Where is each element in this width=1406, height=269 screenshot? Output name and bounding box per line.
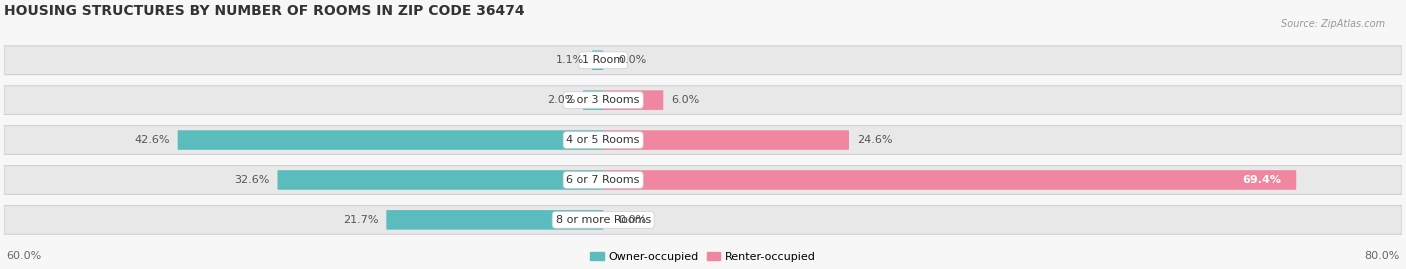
- Text: 6 or 7 Rooms: 6 or 7 Rooms: [567, 175, 640, 185]
- Text: 6.0%: 6.0%: [671, 95, 699, 105]
- Text: HOUSING STRUCTURES BY NUMBER OF ROOMS IN ZIP CODE 36474: HOUSING STRUCTURES BY NUMBER OF ROOMS IN…: [4, 4, 524, 18]
- FancyBboxPatch shape: [603, 170, 1296, 190]
- Text: 4 or 5 Rooms: 4 or 5 Rooms: [567, 135, 640, 145]
- FancyBboxPatch shape: [592, 50, 603, 70]
- FancyBboxPatch shape: [4, 126, 1402, 154]
- Text: 60.0%: 60.0%: [6, 251, 41, 261]
- Text: 0.0%: 0.0%: [619, 55, 647, 65]
- FancyBboxPatch shape: [4, 46, 1402, 75]
- FancyBboxPatch shape: [583, 90, 603, 110]
- Text: 2 or 3 Rooms: 2 or 3 Rooms: [567, 95, 640, 105]
- FancyBboxPatch shape: [603, 130, 849, 150]
- Text: 8 or more Rooms: 8 or more Rooms: [555, 215, 651, 225]
- Text: 69.4%: 69.4%: [1241, 175, 1281, 185]
- FancyBboxPatch shape: [387, 210, 603, 230]
- Text: 1 Room: 1 Room: [582, 55, 624, 65]
- FancyBboxPatch shape: [4, 166, 1402, 194]
- FancyBboxPatch shape: [177, 130, 603, 150]
- FancyBboxPatch shape: [603, 90, 664, 110]
- Text: 32.6%: 32.6%: [235, 175, 270, 185]
- FancyBboxPatch shape: [4, 206, 1402, 234]
- Text: 2.0%: 2.0%: [547, 95, 575, 105]
- Text: 21.7%: 21.7%: [343, 215, 378, 225]
- Legend: Owner-occupied, Renter-occupied: Owner-occupied, Renter-occupied: [586, 247, 820, 267]
- FancyBboxPatch shape: [277, 170, 603, 190]
- Text: 42.6%: 42.6%: [135, 135, 170, 145]
- Text: Source: ZipAtlas.com: Source: ZipAtlas.com: [1281, 19, 1385, 29]
- Text: 0.0%: 0.0%: [619, 215, 647, 225]
- Text: 80.0%: 80.0%: [1364, 251, 1400, 261]
- Text: 24.6%: 24.6%: [856, 135, 893, 145]
- Text: 1.1%: 1.1%: [555, 55, 585, 65]
- FancyBboxPatch shape: [4, 86, 1402, 115]
